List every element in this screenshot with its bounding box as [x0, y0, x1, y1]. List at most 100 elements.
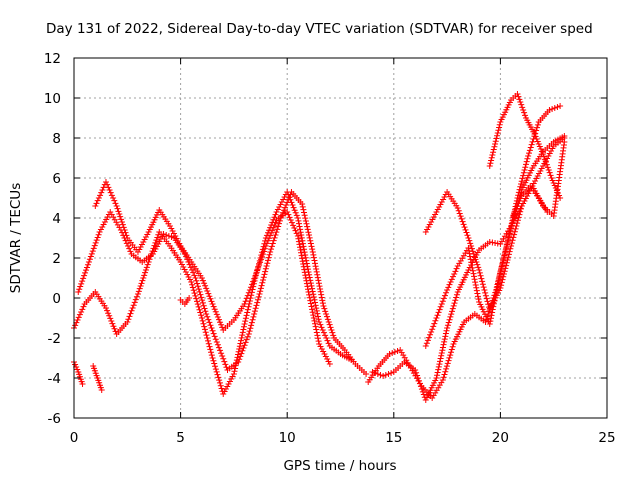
data-point [514, 217, 521, 224]
series-track-2 [75, 189, 370, 377]
data-point [303, 257, 310, 264]
data-point [142, 267, 149, 273]
data-point [424, 337, 431, 344]
data-point [198, 275, 205, 281]
data-point [438, 350, 445, 356]
data-point [540, 153, 547, 160]
data-point [118, 216, 125, 223]
data-point [501, 252, 508, 259]
data-point [302, 275, 309, 281]
data-point [236, 356, 243, 363]
data-point [111, 325, 118, 332]
data-point [544, 164, 551, 171]
data-point [488, 154, 495, 161]
data-point [479, 281, 486, 288]
data-point [141, 272, 148, 279]
data-point [303, 277, 310, 284]
data-point [99, 187, 106, 193]
data-point [415, 375, 422, 382]
data-point [512, 225, 519, 232]
data-point [507, 227, 514, 234]
data-point [363, 371, 370, 377]
data-point [315, 316, 322, 323]
data-point [302, 251, 309, 258]
data-point [323, 313, 330, 320]
data-point [412, 367, 419, 373]
data-point [441, 338, 448, 345]
data-point [253, 302, 260, 309]
data-point [514, 220, 521, 227]
data-point [92, 203, 99, 209]
data-point [127, 310, 134, 317]
y-tick-label: -4 [48, 371, 61, 387]
data-point [208, 349, 215, 356]
data-point [192, 292, 199, 299]
data-point [251, 311, 258, 317]
data-point [301, 249, 308, 256]
data-point [451, 300, 458, 307]
data-point [515, 93, 522, 100]
data-point [299, 201, 306, 207]
data-point [76, 286, 83, 293]
data-point [449, 343, 456, 350]
data-point [442, 368, 449, 375]
data-point [262, 243, 269, 249]
data-point [268, 246, 275, 253]
data-point [201, 326, 208, 333]
data-point [245, 303, 252, 310]
data-point [533, 124, 540, 131]
data-point [391, 349, 398, 355]
data-point [508, 222, 515, 229]
data-point [118, 219, 125, 225]
data-point [206, 319, 213, 326]
series-track-10 [486, 91, 564, 201]
data-point [329, 329, 336, 336]
data-point [467, 240, 474, 247]
data-point [239, 329, 246, 336]
data-point [270, 224, 277, 231]
data-point [213, 311, 220, 318]
data-point [520, 172, 527, 179]
data-point [475, 264, 482, 271]
data-point [438, 352, 445, 359]
data-point [307, 237, 314, 244]
data-point [132, 296, 139, 303]
data-point [108, 318, 115, 324]
data-point [198, 294, 205, 301]
data-point [200, 320, 207, 327]
data-point [248, 322, 255, 329]
data-point [319, 297, 326, 304]
data-point [519, 104, 526, 111]
data-point [301, 269, 308, 276]
x-tick-label: 10 [279, 430, 296, 446]
data-point [511, 228, 518, 235]
data-point [313, 268, 320, 275]
data-point [198, 312, 205, 319]
data-point [435, 363, 442, 370]
data-point [311, 296, 318, 303]
data-point [282, 204, 289, 211]
data-point [473, 287, 480, 294]
data-point [119, 221, 126, 228]
data-point [218, 321, 225, 328]
data-point [82, 269, 89, 276]
data-point [557, 103, 564, 109]
y-tick-label: -2 [48, 331, 61, 347]
data-point [303, 260, 310, 267]
data-point [198, 315, 205, 321]
data-point [374, 371, 381, 377]
data-point [453, 294, 460, 301]
data-point [314, 274, 321, 281]
data-point [480, 284, 487, 291]
x-tick-label: 0 [70, 430, 79, 446]
data-point [525, 153, 532, 159]
data-point [306, 234, 313, 241]
data-point [492, 141, 499, 147]
data-point [93, 237, 100, 244]
data-point [297, 226, 304, 233]
data-point [102, 179, 109, 185]
data-point [194, 298, 200, 305]
data-point [449, 308, 456, 315]
data-point [276, 220, 283, 227]
data-point [215, 374, 222, 381]
